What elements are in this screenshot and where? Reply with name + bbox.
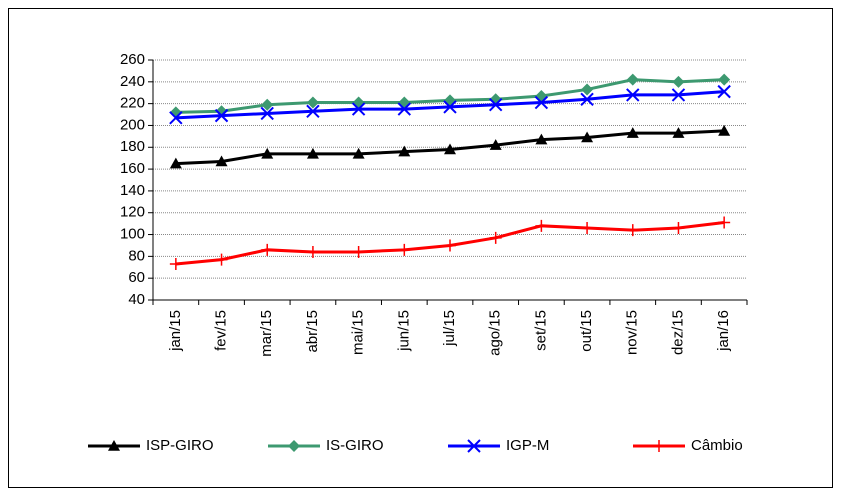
marker	[398, 145, 411, 157]
marker	[535, 133, 548, 145]
marker	[626, 88, 640, 102]
marker	[260, 106, 274, 121]
y-tick-label: 120	[120, 204, 145, 221]
x-tick-label: jan/15	[167, 310, 184, 352]
y-tick-label: 200	[120, 116, 145, 133]
x-tick-label: fev/15	[213, 310, 230, 351]
marker	[352, 246, 365, 258]
marker	[672, 222, 685, 234]
legend-marker	[108, 440, 120, 451]
marker	[489, 231, 502, 244]
legend-marker	[653, 440, 665, 452]
marker	[626, 73, 639, 86]
marker	[489, 139, 502, 150]
y-tick-label: 260	[120, 51, 145, 68]
marker	[215, 155, 228, 167]
x-tick-label: jun/15	[395, 310, 412, 352]
x-tick-label: abr/15	[304, 310, 321, 353]
marker	[581, 83, 594, 96]
legend-label: Câmbio	[691, 437, 743, 454]
marker	[169, 111, 183, 125]
x-tick-label: out/15	[578, 310, 595, 352]
marker	[717, 84, 731, 99]
x-tick-label: mai/15	[350, 310, 367, 355]
marker	[214, 108, 229, 123]
marker	[169, 157, 182, 169]
x-tick-label: nov/15	[624, 310, 641, 355]
marker	[718, 73, 731, 86]
marker	[626, 224, 639, 237]
x-tick-label: set/15	[532, 310, 549, 351]
marker	[718, 124, 731, 136]
marker	[306, 246, 319, 258]
marker	[306, 147, 319, 159]
marker	[169, 258, 182, 270]
marker	[581, 222, 594, 234]
marker	[261, 147, 274, 159]
marker	[443, 100, 457, 114]
marker	[351, 102, 366, 116]
marker	[261, 98, 274, 111]
x-tick-label: mar/15	[258, 310, 275, 357]
legend-marker	[288, 440, 300, 452]
marker	[580, 92, 594, 106]
legend-marker	[467, 439, 481, 453]
marker	[215, 253, 228, 266]
marker	[534, 95, 549, 110]
marker	[398, 243, 411, 256]
legend-label: IS-GIRO	[326, 437, 384, 454]
marker	[261, 243, 274, 256]
y-tick-label: 100	[120, 226, 145, 243]
marker	[488, 98, 503, 112]
marker	[672, 127, 685, 138]
x-tick-label: jan/16	[715, 310, 732, 352]
y-tick-label: 60	[128, 269, 145, 286]
x-tick-label: ago/15	[487, 310, 504, 356]
y-tick-label: 80	[128, 247, 145, 264]
marker	[444, 239, 456, 252]
marker	[444, 143, 456, 155]
legend-label: ISP-GIRO	[146, 437, 214, 454]
legend-label: IGP-M	[506, 437, 549, 454]
marker	[672, 75, 685, 88]
marker	[306, 96, 319, 109]
marker	[581, 131, 594, 143]
y-tick-label: 220	[120, 95, 145, 112]
x-tick-label: jul/15	[441, 310, 458, 347]
y-tick-label: 160	[120, 160, 145, 177]
x-tick-label: dez/15	[669, 310, 686, 355]
marker	[626, 127, 639, 138]
y-tick-label: 180	[120, 138, 145, 155]
marker	[397, 102, 412, 116]
marker	[535, 219, 548, 232]
marker	[306, 104, 320, 118]
y-tick-label: 240	[120, 73, 145, 90]
y-tick-label: 140	[120, 182, 145, 199]
marker	[718, 216, 731, 229]
marker	[671, 88, 686, 102]
marker	[352, 147, 365, 159]
y-tick-label: 40	[128, 291, 145, 308]
